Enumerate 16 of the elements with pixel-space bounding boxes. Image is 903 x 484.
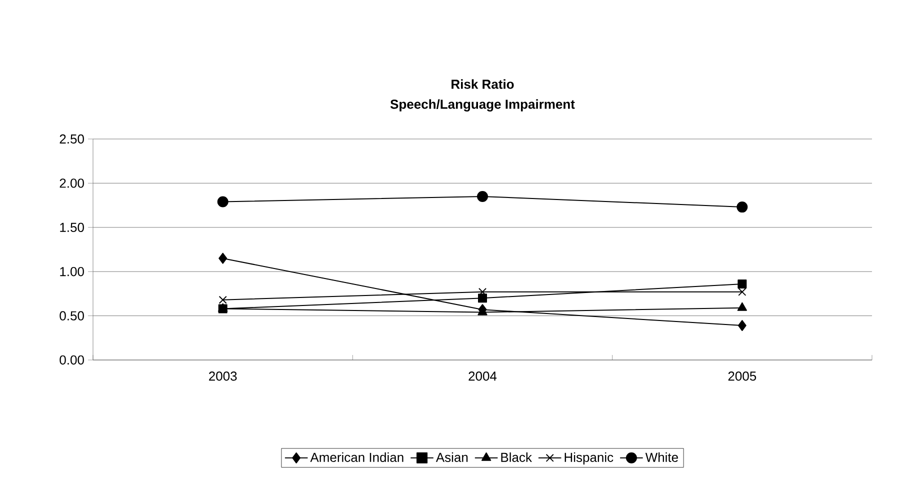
x-tick-label: 2005	[728, 372, 756, 381]
x-tick-label: 2004	[468, 372, 497, 381]
legend-label: White	[645, 452, 678, 462]
y-tick-label: 0.50	[60, 311, 84, 320]
legend-label: Hispanic	[564, 452, 614, 465]
legend-label: American Indian	[310, 452, 404, 462]
y-tick-label: 1.50	[60, 222, 84, 232]
y-tick-label: 2.00	[60, 178, 84, 188]
y-tick-label: 1.00	[60, 266, 84, 276]
chart-subtitle: Speech/Language Impairment	[390, 99, 575, 112]
y-tick-label: 2.50	[60, 134, 84, 144]
chart-title: Risk Ratio	[452, 79, 514, 89]
y-tick-label: 0.00	[60, 355, 84, 365]
legend-label: Black	[501, 452, 532, 462]
legend-label: Asian	[436, 452, 468, 462]
x-tick-label: 2003	[209, 372, 237, 381]
